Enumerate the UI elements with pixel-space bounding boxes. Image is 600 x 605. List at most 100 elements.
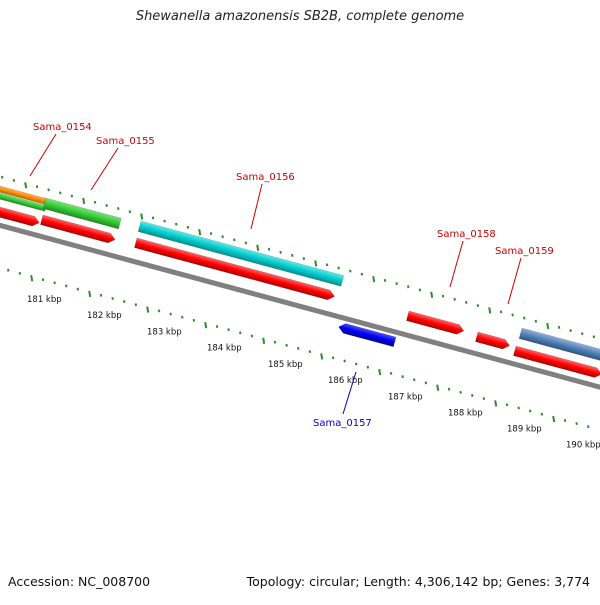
- lower-tick: [53, 281, 56, 285]
- lower-tick: [18, 271, 22, 275]
- cds-sama-0155[interactable]: [40, 214, 116, 244]
- upper-tick: [430, 291, 434, 298]
- cds-sama-0158[interactable]: [406, 310, 465, 336]
- cds-sama-0157[interactable]: [337, 322, 397, 348]
- lower-tick: [169, 312, 172, 316]
- upper-tick: [557, 325, 561, 329]
- upper-tick: [117, 207, 120, 210]
- gene-leader-line: [507, 257, 522, 305]
- gene-label[interactable]: Sama_0155: [96, 136, 155, 147]
- upper-tick: [523, 316, 526, 320]
- upper-tick: [256, 244, 260, 251]
- kbp-label: 190 kbp: [566, 440, 600, 450]
- lower-tick: [343, 359, 346, 363]
- lower-tick: [41, 278, 45, 282]
- gene-leader-line: [90, 147, 119, 191]
- lower-tick: [331, 356, 335, 360]
- lower-tick: [192, 318, 196, 322]
- upper-tick: [59, 191, 62, 195]
- lower-tick: [204, 322, 208, 329]
- lower-tick: [517, 406, 520, 410]
- page-title: Shewanella amazonensis SB2B, complete ge…: [135, 9, 465, 24]
- kbp-label: 189 kbp: [507, 424, 542, 434]
- upper-tick: [499, 310, 503, 314]
- gene-label[interactable]: Sama_0157: [313, 418, 372, 429]
- upper-tick: [511, 313, 514, 317]
- lower-tick: [320, 353, 324, 360]
- gene-label[interactable]: Sama_0154: [33, 122, 92, 133]
- upper-tick: [82, 197, 86, 205]
- lower-tick: [505, 403, 509, 407]
- upper-tick: [221, 235, 224, 239]
- upper-tick: [233, 238, 236, 242]
- lower-tick: [111, 296, 114, 300]
- lower-tick: [227, 328, 230, 332]
- kbp-label: 184 kbp: [207, 344, 242, 354]
- upper-tick: [151, 216, 155, 220]
- lower-tick: [215, 325, 219, 329]
- upper-tick: [198, 229, 202, 236]
- lower-tick: [134, 303, 138, 307]
- lower-tick: [285, 343, 288, 347]
- cds-sama-0154[interactable]: [0, 206, 41, 228]
- lower-tick: [239, 331, 242, 335]
- lower-tick: [424, 381, 428, 385]
- upper-tick: [418, 288, 422, 292]
- genome-stats-text: Topology: circular; Length: 4,306,142 bp…: [246, 574, 590, 589]
- kbp-label: 181 kbp: [27, 295, 62, 305]
- lower-tick: [413, 378, 416, 382]
- upper-tick: [407, 285, 410, 289]
- lower-tick: [88, 290, 92, 298]
- gene-label[interactable]: Sama_0159: [495, 246, 554, 257]
- accession-text: Accession: NC_008700: [8, 574, 151, 589]
- gene-label[interactable]: Sama_0156: [236, 172, 295, 183]
- upper-tick: [534, 319, 538, 323]
- lower-tick: [262, 337, 266, 344]
- kbp-label: 182 kbp: [87, 311, 122, 321]
- upper-tick: [441, 294, 445, 298]
- upper-tick: [267, 247, 271, 251]
- lower-tick: [308, 350, 312, 354]
- upper-tick: [209, 232, 213, 236]
- cds-sama-0156[interactable]: [134, 237, 335, 301]
- upper-tick: [349, 269, 352, 273]
- lower-tick: [146, 306, 150, 313]
- upper-tick: [35, 185, 39, 189]
- upper-tick: [244, 241, 248, 245]
- lower-tick: [563, 418, 567, 422]
- steelblue-feature[interactable]: [518, 327, 600, 363]
- lower-tick: [529, 409, 532, 413]
- upper-tick: [546, 322, 550, 330]
- kbp-label: 183 kbp: [147, 327, 182, 337]
- kbp-label: 185 kbp: [268, 360, 303, 370]
- lower-tick: [378, 368, 382, 376]
- upper-tick: [140, 213, 144, 220]
- lower-tick: [482, 397, 486, 400]
- lower-tick: [552, 415, 556, 423]
- lower-tick: [471, 393, 474, 397]
- upper-tick: [175, 222, 178, 226]
- gene-label[interactable]: Sama_0158: [437, 229, 496, 240]
- gene-leader-line: [342, 371, 357, 415]
- lower-tick: [389, 372, 393, 375]
- upper-tick: [302, 257, 306, 261]
- upper-tick: [383, 279, 387, 282]
- lower-tick: [401, 375, 404, 379]
- upper-tick: [70, 194, 74, 198]
- upper-tick: [24, 182, 28, 189]
- lower-tick: [7, 268, 10, 272]
- green-feature[interactable]: [42, 197, 122, 230]
- gene-labels: 181 kbp 182 kbp 183 kbp 184 kbp 185 kbp 186 k…: [27, 122, 600, 450]
- lower-tick: [436, 384, 440, 391]
- cds-sama-0160[interactable]: [513, 345, 600, 379]
- upper-tick: [395, 282, 398, 286]
- cds-sama-0159[interactable]: [475, 331, 510, 351]
- upper-tick: [360, 272, 364, 276]
- lower-tick: [540, 412, 544, 416]
- upper-tick: [476, 304, 480, 307]
- cyan-feature[interactable]: [137, 220, 345, 287]
- green-feature-small[interactable]: [0, 192, 47, 212]
- upper-tick: [163, 219, 166, 223]
